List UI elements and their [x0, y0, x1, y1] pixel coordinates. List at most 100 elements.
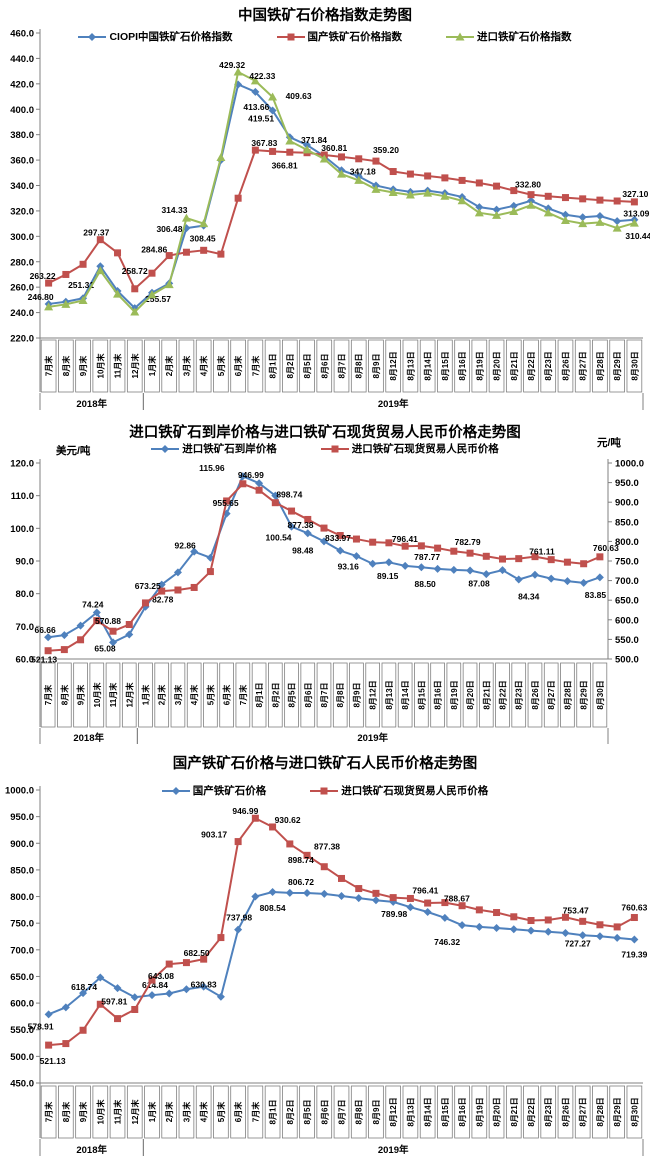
x-axis-tick-label: 8月19日: [450, 680, 459, 709]
data-label: 100.54: [266, 533, 292, 543]
data-point-square: [613, 923, 621, 931]
data-label: 65.08: [94, 643, 116, 653]
data-point-triangle: [543, 208, 553, 217]
data-point-square: [165, 960, 173, 968]
x-axis-label-box: [574, 339, 591, 393]
y-axis-right-tick-label: 850.0: [615, 517, 639, 528]
x-axis-tick-label: 8月21日: [510, 1097, 519, 1126]
data-point-diamond: [433, 564, 442, 573]
data-point-triangle: [405, 190, 415, 199]
x-axis-label-box: [195, 339, 212, 393]
data-point-diamond: [320, 889, 329, 898]
data-point-diamond: [61, 1003, 70, 1012]
data-label: 263.22: [30, 271, 56, 281]
series-进口铁矿石价格指数: 314.33 429.32 422.33 409.63 360.81 310.44: [44, 60, 650, 316]
x-axis-label-box: [397, 662, 413, 728]
data-point-diamond: [268, 106, 277, 115]
data-point-triangle: [595, 217, 605, 226]
x-axis-tick-label: 3月末: [181, 1102, 191, 1122]
data-point-square: [406, 170, 414, 178]
data-point-diamond: [216, 992, 225, 1001]
data-label: 251.31: [68, 280, 94, 290]
data-point-diamond: [320, 537, 328, 546]
x-axis-tick-label: 3月末: [173, 685, 183, 705]
y-axis-tick-label: 60.0: [16, 655, 35, 666]
data-point-square: [372, 157, 380, 165]
x-axis-tick-label: 9月末: [76, 685, 86, 705]
y-axis-tick-label: 460.0: [10, 29, 34, 40]
x-axis-year-label: 2018年: [73, 732, 104, 744]
x-axis-tick-label: 8月28日: [596, 1097, 605, 1126]
x-axis-tick-label: 8月1日: [269, 1100, 278, 1125]
data-point-square: [206, 568, 214, 576]
data-point-triangle: [181, 213, 191, 222]
x-axis-tick-label: 8月5日: [303, 1100, 312, 1125]
data-label: 359.20: [373, 145, 399, 155]
x-axis-tick-label: 1月末: [140, 685, 150, 705]
y-axis-tick-label: 420.0: [10, 79, 34, 90]
data-point-diamond: [354, 894, 363, 903]
data-point-diamond: [336, 546, 345, 555]
data-label: 643.08: [148, 971, 174, 981]
x-axis-tick-label: 8月16日: [458, 351, 467, 380]
data-point-diamond: [579, 578, 588, 587]
data-point-diamond: [337, 892, 346, 901]
x-axis-tick-label: 8月16日: [434, 680, 443, 709]
data-point-diamond: [509, 925, 518, 934]
x-axis-tick-label: 1月末: [147, 1102, 157, 1122]
x-axis-label-box: [109, 339, 126, 393]
y-axis-tick-label: 1000.0: [5, 786, 34, 797]
x-axis-label-box: [543, 662, 559, 728]
x-axis-label-box: [471, 1085, 488, 1139]
data-point-diamond: [251, 87, 260, 96]
x-axis-label-box: [488, 1085, 505, 1139]
data-label: 82.78: [152, 595, 174, 605]
data-point-diamond: [440, 913, 449, 922]
data-label: 366.81: [272, 160, 298, 170]
data-label: 310.44: [625, 231, 650, 241]
data-label: 258.72: [122, 266, 148, 276]
x-axis-tick-label: 11月末: [113, 1100, 123, 1124]
chart-3-plot: 1000.0 950.0 900.0 850.0 800.0 750.0 700.0 650.…: [5, 786, 648, 1156]
data-point-diamond: [475, 203, 484, 212]
data-point-square: [44, 647, 52, 655]
data-label: 92.86: [175, 541, 197, 551]
data-point-square: [62, 270, 70, 278]
data-point-square: [369, 538, 377, 546]
x-axis-year-label: 2018年: [76, 1144, 107, 1156]
data-label: 521.13: [40, 1056, 66, 1066]
data-point-square: [320, 863, 328, 871]
x-axis-tick-label: 1月末: [147, 356, 157, 376]
data-label: 760.63: [621, 903, 647, 913]
data-label: 98.48: [292, 545, 314, 555]
data-label: 255.57: [145, 294, 171, 304]
y-axis-tick-label: 440.0: [10, 54, 34, 65]
x-axis-tick-label: 8月末: [61, 1102, 71, 1122]
x-axis-tick-label: 8月8日: [355, 1100, 364, 1125]
y-axis-right-tick-label: 500.0: [615, 655, 639, 666]
data-point-diamond: [199, 982, 208, 991]
legend-item: 国产铁矿石价格: [161, 783, 267, 798]
x-axis-label-box: [478, 662, 494, 728]
data-label: 74.24: [82, 599, 104, 609]
legend-label: 国产铁矿石价格: [192, 785, 267, 797]
data-label: 737.98: [226, 913, 252, 923]
legend-item: CIOPI中国铁矿石价格指数: [78, 29, 233, 44]
data-point-square: [45, 1041, 53, 1049]
data-point-square: [109, 627, 117, 635]
x-axis-label-box: [454, 1085, 470, 1139]
data-point-square: [544, 192, 552, 200]
x-axis-label-box: [385, 1085, 401, 1139]
x-axis-label-box: [299, 339, 315, 393]
x-axis-tick-label: 7月末: [44, 356, 54, 376]
data-point-diamond: [492, 923, 501, 932]
x-axis-label-box: [213, 339, 229, 393]
data-point-square: [527, 191, 535, 199]
data-point-square: [131, 285, 139, 293]
data-label: 87.08: [468, 579, 490, 589]
x-axis-tick-label: 8月末: [61, 356, 71, 376]
data-point-square: [217, 250, 225, 258]
y-axis-tick-label: 700.0: [10, 945, 34, 956]
data-label: 88.50: [415, 579, 437, 589]
x-axis-label-box: [121, 662, 137, 728]
